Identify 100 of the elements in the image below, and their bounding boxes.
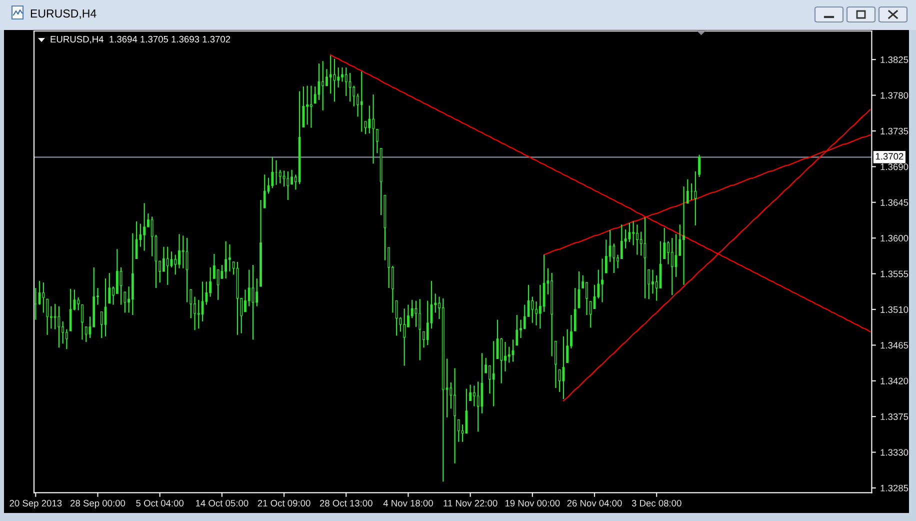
candlestick xyxy=(554,340,557,389)
candlestick xyxy=(488,365,491,394)
candlestick xyxy=(224,240,228,280)
candlestick xyxy=(108,272,111,304)
candlestick xyxy=(372,94,374,164)
x-tick-label: 4 Nov 18:00 xyxy=(383,500,433,506)
candlestick xyxy=(306,85,309,126)
candlestick xyxy=(263,174,266,208)
candlestick xyxy=(42,282,45,314)
candlestick xyxy=(380,148,382,216)
candlestick xyxy=(271,156,274,189)
candlestick xyxy=(310,85,312,128)
y-tick-label: 1.3780 xyxy=(880,92,908,99)
x-tick-label: 11 Nov 22:00 xyxy=(444,500,498,506)
candlestick xyxy=(648,269,650,300)
candlestick xyxy=(694,170,697,226)
candlestick xyxy=(531,296,534,324)
candlestick xyxy=(162,246,165,272)
y-tick-label: 1.3735 xyxy=(880,128,908,134)
candlestick xyxy=(395,300,398,336)
candlestick xyxy=(46,298,48,336)
candlestick xyxy=(337,66,340,88)
candlestick xyxy=(329,55,332,94)
candlestick xyxy=(286,170,290,201)
x-tick-label: 26 Nov 04:00 xyxy=(567,500,622,506)
candlestick xyxy=(116,248,118,294)
candlestick xyxy=(682,186,685,286)
y-tick-label: 1.3690 xyxy=(880,164,908,170)
candlestick xyxy=(54,303,56,330)
candlestick xyxy=(322,60,324,111)
y-tick-label: 1.3825 xyxy=(880,56,908,64)
candlestick xyxy=(604,239,608,274)
candlestick xyxy=(476,381,480,432)
x-tick-label: 3 Dec 08:00 xyxy=(632,500,682,506)
candlestick xyxy=(612,243,616,274)
candlestick xyxy=(376,129,378,154)
candlestick xyxy=(341,66,344,82)
candlestick xyxy=(124,292,126,314)
candlestick xyxy=(542,254,546,312)
candlestick xyxy=(302,86,305,128)
ref-line-label: 1.3702 xyxy=(876,153,904,160)
candlestick xyxy=(278,169,282,184)
candlestick xyxy=(535,300,538,326)
candlestick xyxy=(504,341,506,372)
candlestick xyxy=(58,306,60,348)
candlestick xyxy=(465,388,468,434)
candlestick xyxy=(174,254,177,276)
candlestick xyxy=(260,199,262,287)
chart-subtitle: EURUSD,H4 1.3694 1.3705 1.3693 1.3702 xyxy=(50,36,230,44)
candlestick xyxy=(190,289,192,319)
candlestick xyxy=(256,278,258,307)
y-tick-label: 1.3510 xyxy=(880,306,908,313)
candlestick xyxy=(69,288,72,332)
candlestick xyxy=(166,246,169,286)
candlestick xyxy=(298,90,301,185)
x-tick-label: 21 Oct 09:00 xyxy=(258,500,310,506)
candlestick xyxy=(368,105,371,134)
candlestick xyxy=(558,369,561,393)
candlestick xyxy=(65,328,68,350)
candlestick xyxy=(244,289,246,312)
candlestick xyxy=(652,269,654,294)
candlestick xyxy=(628,222,631,243)
candlestick xyxy=(670,237,674,296)
candlestick xyxy=(81,304,84,340)
candlestick xyxy=(698,154,700,178)
candlestick xyxy=(135,220,138,260)
candlestick xyxy=(326,68,328,86)
candlestick xyxy=(182,235,184,269)
y-tick-label: 1.3420 xyxy=(880,378,908,384)
y-tick-label: 1.3285 xyxy=(880,484,908,492)
candlestick xyxy=(143,202,146,252)
chart-title: EURUSD,H4 xyxy=(30,9,96,19)
candlestick xyxy=(516,314,518,346)
x-tick-label: 5 Oct 04:00 xyxy=(136,500,184,506)
candlestick xyxy=(663,227,666,260)
candlestick xyxy=(601,258,604,303)
candlestick xyxy=(538,284,542,330)
candlestick xyxy=(472,385,476,407)
candlestick xyxy=(442,298,444,482)
candlestick xyxy=(550,272,554,357)
candlestick xyxy=(178,234,180,269)
candlestick xyxy=(566,328,569,363)
candlestick xyxy=(344,66,348,97)
candlestick xyxy=(620,224,623,260)
candlestick xyxy=(523,304,526,330)
x-tick-label: 19 Nov 00:00 xyxy=(505,500,560,506)
y-tick-label: 1.3330 xyxy=(880,449,908,456)
candlestick xyxy=(500,337,503,384)
candlestick xyxy=(508,346,510,364)
y-tick-label: 1.3600 xyxy=(880,234,908,242)
candlestick xyxy=(290,169,293,184)
candlestick xyxy=(131,232,134,316)
candlestick xyxy=(667,240,670,265)
candlestick xyxy=(360,70,363,132)
candlestick xyxy=(457,419,460,442)
candlestick xyxy=(640,231,642,256)
x-tick-label: 28 Sep 00:00 xyxy=(70,500,126,508)
y-tick-label: 1.3375 xyxy=(880,413,908,420)
x-tick-label: 20 Sep 2013 xyxy=(10,500,62,508)
candlestick xyxy=(388,247,390,289)
